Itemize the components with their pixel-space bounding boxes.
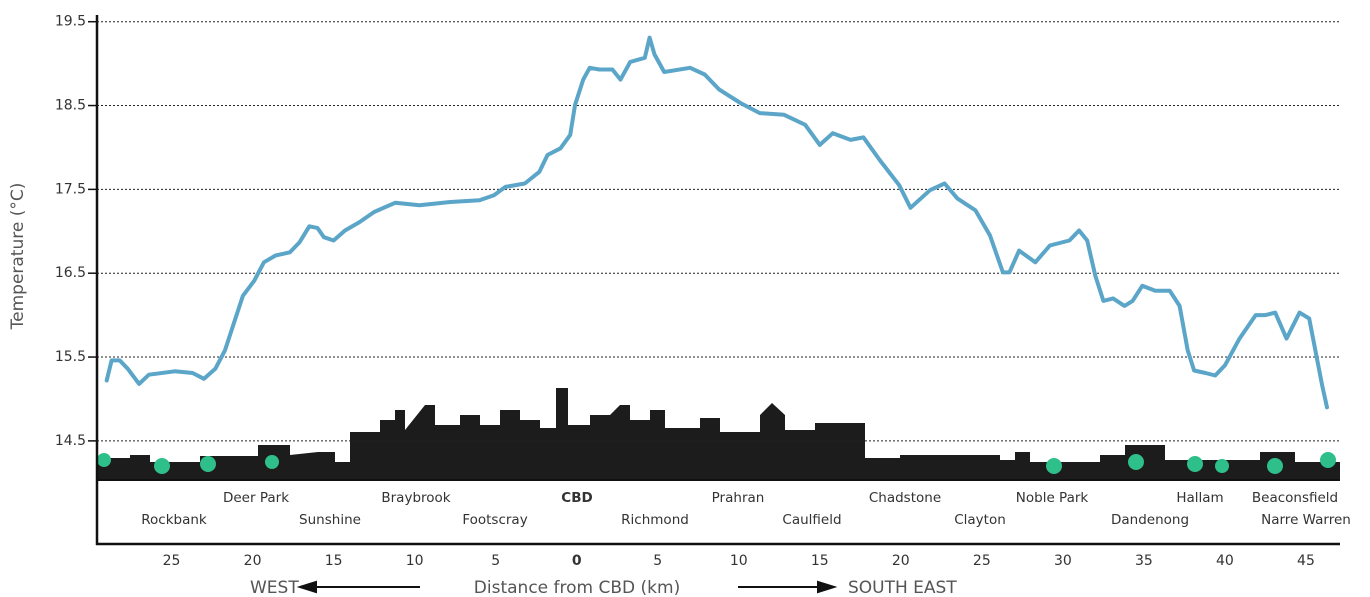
x-tick-label: 30 (1054, 553, 1072, 569)
place-label: CBD (561, 490, 592, 506)
y-tick-label: 17.5 (55, 181, 86, 197)
direction-arrows (296, 580, 838, 594)
x-tick-label: 20 (244, 553, 262, 569)
x-tick-label: 45 (1297, 553, 1315, 569)
place-label: Braybrook (381, 490, 450, 506)
place-label: Beaconsfield (1252, 490, 1338, 506)
west-label: WEST (250, 578, 299, 597)
place-label: Clayton (954, 512, 1006, 528)
x-tick-label: 15 (811, 553, 829, 569)
place-label: Hallam (1176, 490, 1223, 506)
y-tick-label: 16.5 (55, 265, 86, 281)
east-label: SOUTH EAST (848, 578, 957, 597)
x-tick-label: 40 (1216, 553, 1234, 569)
x-tick-label: 0 (572, 553, 582, 569)
x-tick-label: 10 (406, 553, 424, 569)
x-tick-label: 15 (325, 553, 343, 569)
place-label: Chadstone (869, 490, 941, 506)
x-tick-label: 25 (973, 553, 991, 569)
place-label: Caulfield (782, 512, 841, 528)
x-tick-label: 25 (163, 553, 181, 569)
place-label: Dandenong (1111, 512, 1189, 528)
x-axis-title: Distance from CBD (km) (474, 578, 680, 597)
x-tick-label: 35 (1135, 553, 1153, 569)
place-label: Prahran (712, 490, 765, 506)
y-tick-label: 15.5 (55, 349, 86, 365)
place-label: Rockbank (141, 512, 207, 528)
x-tick-label: 5 (491, 553, 500, 569)
skyline (97, 388, 1340, 481)
y-tick-label: 14.5 (55, 433, 86, 449)
place-label: Footscray (462, 512, 527, 528)
x-tick-label: 10 (730, 553, 748, 569)
y-axis-title: Temperature (°C) (8, 183, 28, 331)
x-tick-label: 20 (892, 553, 910, 569)
y-tick-label: 18.5 (55, 98, 86, 114)
x-tick-label: 5 (653, 553, 662, 569)
place-label: Narre Warren (1261, 512, 1351, 528)
place-label: Richmond (621, 512, 689, 528)
y-tick-label: 19.5 (55, 14, 86, 30)
temperature-line (104, 35, 1329, 410)
place-label: Sunshine (299, 512, 361, 528)
place-label: Deer Park (223, 490, 289, 506)
place-label: Noble Park (1016, 490, 1089, 506)
